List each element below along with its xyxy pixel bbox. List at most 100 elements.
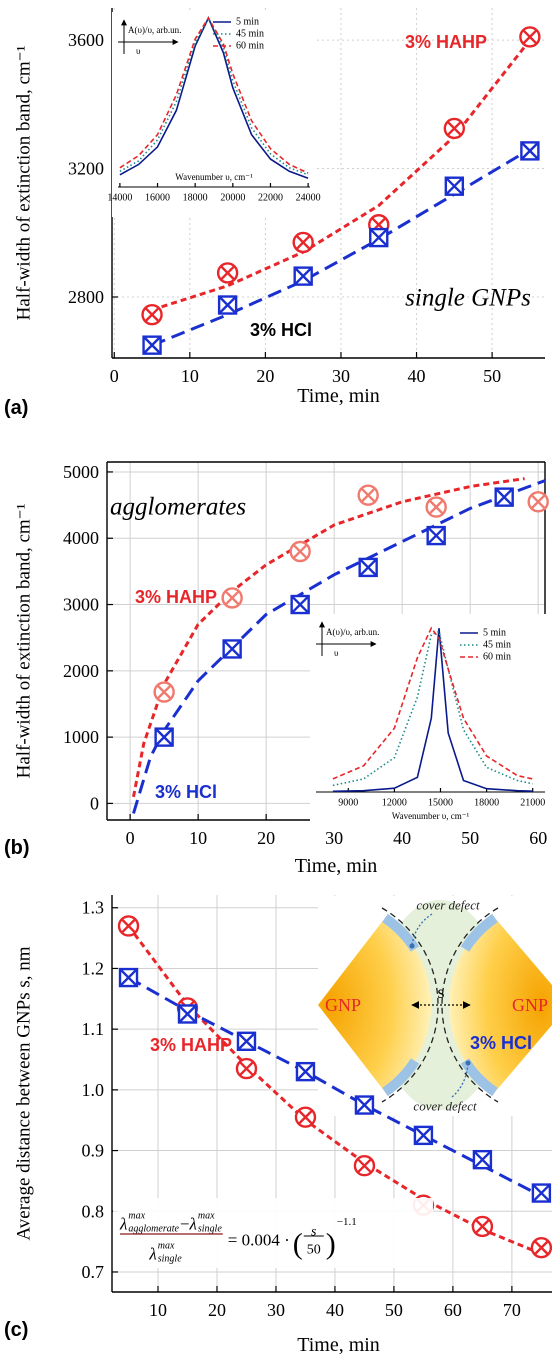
x-arrow-label: υ	[136, 46, 141, 56]
marker-cross	[238, 1061, 255, 1077]
formula-symbol: λ	[189, 1215, 197, 1234]
marker-cross	[293, 266, 313, 286]
marker	[413, 1125, 434, 1146]
legend-label: 5 min	[236, 17, 259, 28]
spectrum-line	[332, 628, 533, 793]
spectrum-line	[119, 16, 309, 174]
marker	[357, 484, 379, 506]
marker	[425, 496, 447, 518]
x-tick-label: 12000	[382, 798, 407, 809]
inset-background	[112, 12, 316, 217]
marker	[426, 525, 446, 546]
marker	[142, 335, 162, 355]
marker	[289, 540, 311, 563]
x-tick-label: 30	[332, 366, 350, 386]
series-label: 3% HAHP	[150, 1035, 232, 1055]
y-axis-title: Half-width of extinction band, cm⁻¹	[14, 503, 35, 778]
marker	[177, 1004, 198, 1024]
fit-line	[132, 479, 546, 814]
marker-cross	[297, 1109, 314, 1125]
x-tick-label: 20	[257, 828, 275, 848]
formula-sub: single	[158, 1254, 182, 1265]
fit-line	[151, 39, 532, 312]
formula-symbol: λ	[148, 1245, 156, 1264]
marker	[530, 1236, 552, 1259]
marker-cross	[474, 1218, 490, 1234]
marker-cross	[530, 494, 546, 510]
spectrum-line	[332, 626, 533, 780]
cover-outline	[381, 907, 439, 1103]
marker-cross	[532, 1183, 551, 1203]
marker-cross	[360, 487, 376, 503]
marker	[216, 262, 239, 284]
marker-cross	[522, 29, 538, 45]
series-label: 3% HCl	[470, 1033, 532, 1053]
marker-cross	[414, 1126, 433, 1145]
inset-background	[310, 614, 550, 824]
cover-outline	[441, 907, 499, 1103]
formula-frac: s	[311, 1225, 317, 1240]
marker-cross	[290, 595, 310, 614]
x-tick-label: 60	[529, 828, 547, 848]
marker	[520, 141, 540, 161]
y-tick-label: 3600	[68, 30, 104, 50]
formula-sup: max	[158, 1241, 175, 1252]
series-label: 3% HCl	[250, 320, 312, 340]
gnp-label: GNP	[325, 995, 361, 1015]
fit-line	[127, 976, 543, 1198]
marker-cross	[369, 228, 389, 247]
x-tick-label: 40	[326, 1300, 344, 1320]
x-axis-title: Wavenumber υ, cm⁻¹	[392, 811, 470, 821]
x-tick-label: 21000	[520, 798, 545, 809]
marker	[292, 231, 314, 254]
marker	[217, 295, 238, 315]
marker	[221, 587, 243, 609]
annotation: single GNPs	[405, 285, 531, 312]
marker-cross	[355, 1095, 374, 1115]
y-tick-label: 2000	[63, 661, 99, 681]
y-axis-title: A(υ)/υ, arb.un.	[326, 627, 379, 637]
marker	[443, 117, 466, 140]
marker-cross	[218, 295, 237, 315]
marker	[519, 26, 541, 48]
x-tick-label: 14000	[107, 193, 132, 204]
x-tick-label: 18000	[183, 193, 208, 204]
marker-cross	[426, 526, 446, 545]
x-tick-label: 18000	[474, 798, 499, 809]
x-tick-label: 20	[208, 1300, 226, 1320]
marker	[358, 557, 378, 578]
x-tick-label: 20	[256, 366, 274, 386]
marker	[294, 1106, 317, 1128]
x-arrow-label: υ	[334, 648, 339, 658]
y-tick-label: 0.7	[82, 1262, 105, 1282]
x-tick-label: 50	[461, 828, 479, 848]
y-axis-title: A(υ)/υ, arb.un.	[128, 25, 181, 35]
panel-label: (a)	[4, 397, 28, 419]
y-axis-title: Average distance between GNPs s, nm	[14, 946, 35, 1240]
gnp-right	[448, 918, 552, 1092]
x-tick-label: 40	[393, 828, 411, 848]
y-tick-label: 1.1	[82, 1019, 105, 1039]
x-tick-label: 30	[267, 1300, 285, 1320]
y-axis-title: Half-width of extinction band, cm⁻¹	[14, 45, 35, 320]
y-tick-label: 1000	[63, 727, 99, 747]
marker-cross	[520, 141, 540, 161]
formula-sub: agglomerate	[128, 1224, 179, 1235]
panel-label: (c)	[4, 1319, 28, 1341]
x-tick-label: 0	[126, 828, 135, 848]
marker-cross	[119, 968, 138, 987]
marker-cross	[178, 1004, 197, 1024]
marker-cross	[156, 684, 172, 700]
marker	[369, 227, 389, 248]
marker	[235, 1057, 258, 1080]
formula-symbol: −	[180, 1215, 190, 1234]
annotation: agglomerates	[110, 494, 246, 521]
fit-line	[151, 148, 531, 347]
formula-paren: (	[293, 1228, 303, 1261]
gnp-left	[318, 918, 432, 1092]
marker	[236, 1031, 257, 1051]
x-tick-label: 9000	[338, 798, 358, 809]
marker-cross	[296, 1062, 315, 1081]
defect-label: cover defect	[413, 1099, 477, 1114]
legend-label: 5 min	[483, 628, 506, 639]
